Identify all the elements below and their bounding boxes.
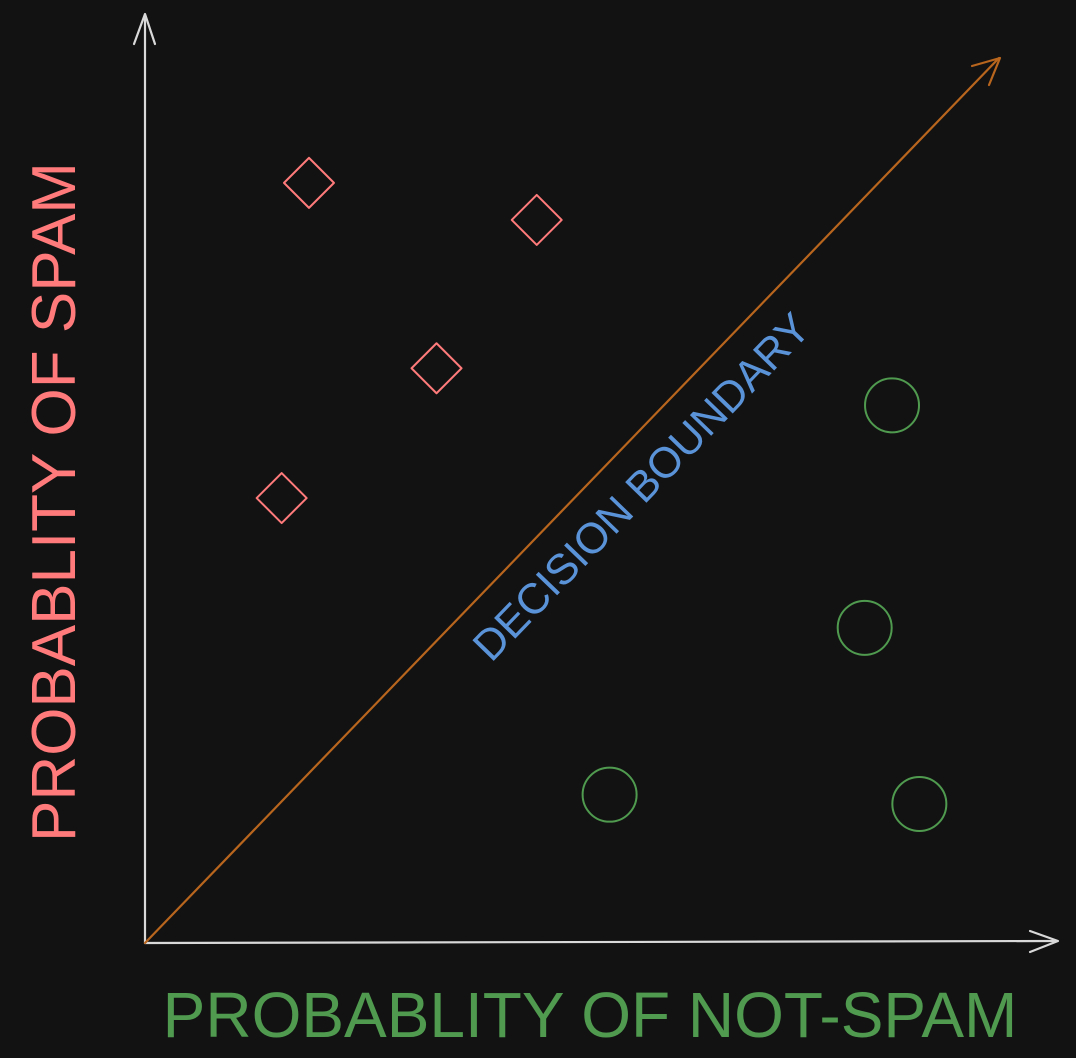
spam-point-2: [510, 193, 563, 246]
x-axis-label: PROBABLITY OF NOT-SPAM: [163, 979, 1018, 1051]
spam-point-3: [410, 342, 463, 395]
not-spam-point-1: [864, 377, 921, 434]
not-spam-point-2: [836, 599, 893, 656]
spam-point-1: [282, 156, 335, 209]
y-axis: [132, 12, 157, 945]
x-axis: [143, 929, 1060, 954]
decision-boundary-label: DECISION BOUNDARY: [464, 304, 820, 670]
not-spam-point-3: [581, 766, 638, 823]
not-spam-point-4: [891, 775, 948, 832]
spam-point-4: [255, 472, 308, 525]
y-axis-label: PROBABLITY OF SPAM: [20, 162, 89, 842]
spam-markers: [255, 156, 563, 525]
not-spam-markers: [581, 377, 948, 832]
decision-boundary-line: [143, 56, 1002, 945]
